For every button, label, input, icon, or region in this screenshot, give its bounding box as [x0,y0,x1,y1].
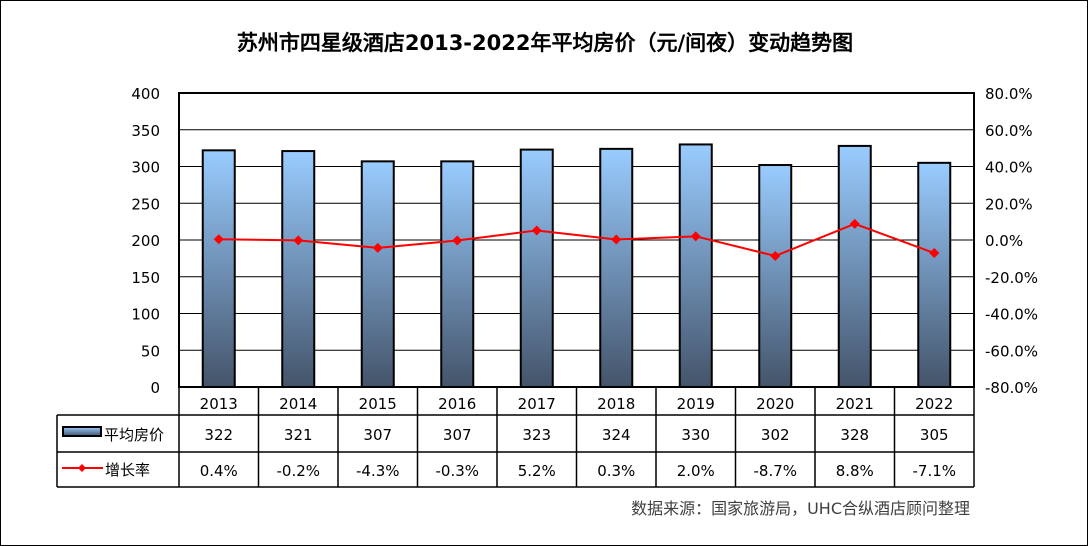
y-left-tick-label: 0 [150,379,160,397]
x-tick-label: 2019 [677,395,715,413]
x-tick-label: 2013 [200,395,238,413]
x-tick-label: 2017 [518,395,556,413]
bar-value-label: 307 [443,426,472,444]
growth-point-2014 [293,235,304,246]
x-tick-label: 2015 [359,395,397,413]
x-tick-label: 2014 [279,395,317,413]
source-note: 数据来源：国家旅游局，UHC合纵酒店顾问整理 [631,499,970,518]
y-right-tick-label: -40.0% [985,306,1038,324]
bar-value-label: 322 [204,426,233,444]
bar-2014 [281,150,316,388]
legend-bar-label: 平均房价 [104,426,164,444]
y-left-tick-label: 150 [131,269,160,287]
growth-value-label: -4.3% [356,462,400,480]
bar-2021 [837,144,872,388]
bar-value-label: 307 [363,426,392,444]
y-right-tick-label: -80.0% [985,379,1038,397]
bar-2016 [440,160,475,388]
growth-value-label: 0.3% [597,462,635,480]
x-tick-label: 2022 [915,395,953,413]
bar-value-label: 305 [920,426,949,444]
legend-bar-key [62,426,102,437]
bar-value-label: 321 [284,426,313,444]
bar-value-label: 324 [602,426,631,444]
growth-point-2013 [213,234,224,245]
growth-point-2017 [531,225,542,236]
growth-point-2018 [611,234,622,245]
y-right-tick-label: -20.0% [985,269,1038,287]
legend-line-marker [78,464,86,472]
legend-line-label: 增长率 [105,461,150,479]
growth-point-2022 [929,248,940,259]
y-left-tick-label: 300 [131,159,160,177]
y-right-tick-label: 0.0% [985,232,1023,250]
y-left-tick-label: 350 [131,122,160,140]
bar-value-label: 302 [761,426,790,444]
y-right-tick-label: 60.0% [985,122,1033,140]
growth-point-2016 [452,235,463,246]
chart-title: 苏州市四星级酒店2013-2022年平均房价（元/间夜）变动趋势图 [237,31,853,55]
growth-value-label: -8.7% [753,462,797,480]
growth-value-label: 0.4% [200,462,238,480]
growth-value-label: -0.2% [276,462,320,480]
y-left-tick-label: 100 [131,306,160,324]
growth-point-2020 [770,250,781,261]
growth-value-label: 8.8% [836,462,874,480]
x-tick-label: 2020 [756,395,794,413]
y-right-tick-label: -60.0% [985,342,1038,360]
growth-value-label: -0.3% [435,462,479,480]
growth-value-label: 2.0% [677,462,715,480]
growth-point-2015 [372,242,383,253]
bar-value-label: 328 [840,426,869,444]
bar-2020 [758,164,793,388]
growth-value-label: -7.1% [912,462,956,480]
x-tick-label: 2018 [597,395,635,413]
y-right-tick-label: 20.0% [985,195,1033,213]
x-tick-label: 2021 [836,395,874,413]
bar-value-label: 330 [681,426,710,444]
growth-value-label: 5.2% [518,462,556,480]
y-right-tick-label: 80.0% [985,85,1033,103]
bar-value-label: 323 [522,426,551,444]
bar-2015 [360,160,395,388]
y-left-tick-label: 400 [131,85,160,103]
y-left-tick-label: 250 [131,195,160,213]
bar-2013 [201,149,236,388]
growth-line [218,222,935,258]
bar-2022 [917,161,952,388]
x-tick-label: 2016 [438,395,476,413]
y-left-tick-label: 200 [131,232,160,250]
growth-point-2021 [849,218,860,229]
bar-2019 [678,143,713,388]
growth-point-2019 [690,231,701,242]
bar-2018 [599,147,634,388]
y-left-tick-label: 50 [141,342,160,360]
bar-2017 [519,148,554,388]
y-right-tick-label: 40.0% [985,159,1033,177]
